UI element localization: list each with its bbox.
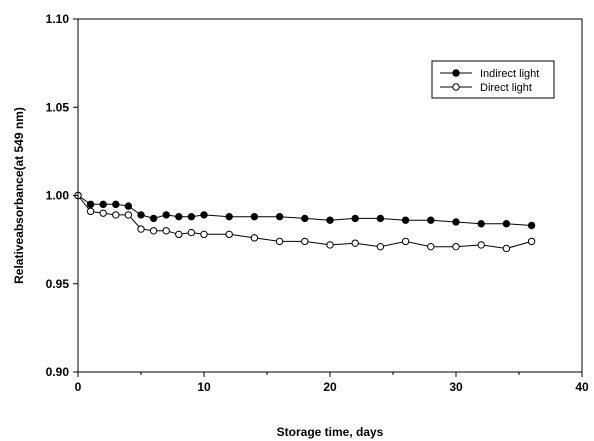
data-point bbox=[326, 241, 334, 249]
data-point bbox=[376, 242, 385, 251]
data-point bbox=[326, 216, 334, 224]
data-point bbox=[175, 230, 183, 239]
data-point bbox=[187, 212, 196, 221]
data-point bbox=[99, 209, 107, 217]
data-point bbox=[175, 212, 183, 221]
data-point bbox=[225, 230, 233, 239]
y-tick-label: 0.95 bbox=[46, 277, 70, 291]
series-layer bbox=[74, 191, 536, 253]
data-point bbox=[149, 227, 158, 235]
series-1 bbox=[74, 191, 536, 253]
x-tick-label: 30 bbox=[449, 380, 463, 394]
data-point bbox=[162, 227, 170, 235]
data-point bbox=[200, 230, 208, 239]
data-point bbox=[477, 220, 485, 228]
y-tick-label: 1.05 bbox=[46, 100, 70, 114]
data-point bbox=[200, 211, 208, 219]
x-tick-label: 0 bbox=[75, 380, 82, 394]
axis-layer: 0 10 20 30 40 0.90 0.95 1.00 1.05 1.10 bbox=[46, 12, 589, 394]
x-tick-label: 40 bbox=[575, 380, 589, 394]
data-point bbox=[527, 237, 536, 246]
legend-marker bbox=[452, 69, 460, 77]
data-point bbox=[502, 244, 511, 253]
data-point bbox=[137, 211, 145, 219]
data-point bbox=[250, 234, 259, 242]
data-point bbox=[275, 237, 284, 246]
data-point bbox=[301, 214, 309, 223]
legend-label: Direct light bbox=[480, 82, 532, 94]
data-point bbox=[225, 212, 233, 221]
y-tick-label: 1.00 bbox=[46, 189, 70, 203]
data-point bbox=[477, 241, 485, 249]
data-point bbox=[427, 242, 435, 251]
data-point bbox=[275, 212, 284, 221]
data-point bbox=[351, 239, 359, 247]
data-point bbox=[99, 200, 107, 209]
data-point bbox=[137, 225, 145, 233]
data-point bbox=[427, 216, 435, 224]
legend-marker bbox=[452, 83, 460, 91]
data-point bbox=[351, 214, 359, 223]
y-axis-title: Relativeabsorbance(at 549 nm) bbox=[12, 107, 26, 284]
data-point bbox=[162, 211, 170, 219]
data-point bbox=[452, 218, 460, 226]
y-tick-label: 1.10 bbox=[46, 12, 70, 26]
data-point bbox=[502, 220, 511, 228]
data-point bbox=[149, 214, 158, 223]
data-point bbox=[452, 242, 460, 251]
x-axis-title: Storage time, days bbox=[277, 425, 384, 439]
data-point bbox=[112, 200, 120, 209]
legend-label: Indirect light bbox=[480, 68, 539, 80]
data-point bbox=[527, 221, 536, 230]
data-point bbox=[250, 212, 259, 221]
data-point bbox=[124, 211, 133, 219]
data-point bbox=[301, 237, 309, 246]
data-point bbox=[86, 207, 95, 216]
x-tick-label: 20 bbox=[323, 380, 337, 394]
x-tick-label: 10 bbox=[197, 380, 211, 394]
data-point bbox=[401, 216, 410, 224]
data-point bbox=[112, 211, 120, 219]
data-point bbox=[376, 214, 385, 223]
legend-box bbox=[431, 60, 555, 99]
data-point bbox=[187, 228, 196, 237]
legend: Indirect light Direct light bbox=[431, 60, 555, 99]
data-point bbox=[401, 237, 410, 246]
data-point bbox=[124, 202, 133, 210]
data-point bbox=[86, 200, 95, 209]
y-tick-label: 0.90 bbox=[46, 365, 70, 379]
